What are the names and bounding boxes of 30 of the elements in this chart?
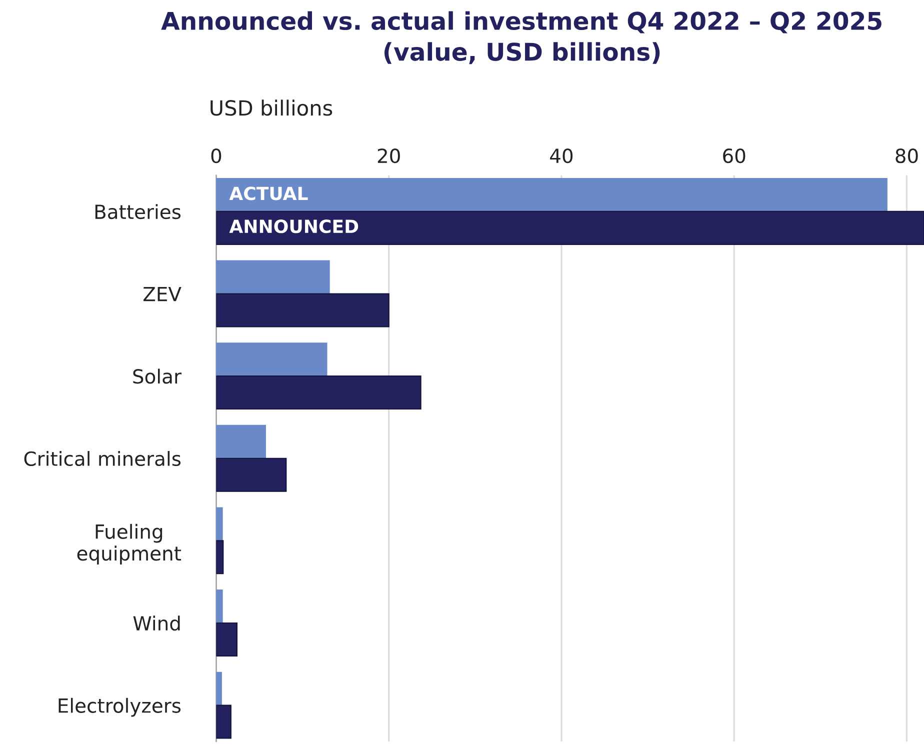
series-label: ACTUAL bbox=[229, 186, 308, 200]
y-tick-label: ZEV bbox=[143, 286, 182, 302]
bar bbox=[216, 540, 224, 574]
y-tick-label: Wind bbox=[133, 616, 180, 631]
x-tick-label: 0 bbox=[211, 148, 222, 164]
bar bbox=[216, 507, 223, 542]
y-tick-label: Solar bbox=[133, 368, 182, 384]
x-axis-title: USD billions bbox=[210, 100, 332, 116]
bar bbox=[216, 260, 330, 294]
bar bbox=[216, 672, 222, 706]
y-tick-label: Electrolyzers bbox=[58, 698, 181, 717]
bar bbox=[216, 424, 266, 459]
bar bbox=[216, 622, 238, 656]
bar bbox=[216, 590, 223, 624]
bar bbox=[216, 210, 924, 245]
x-tick-label: 80 bbox=[896, 148, 918, 164]
bar bbox=[216, 458, 287, 492]
bar bbox=[216, 293, 390, 328]
y-tick-label: Fueling equipment bbox=[77, 524, 182, 564]
x-tick-label: 20 bbox=[378, 148, 400, 164]
y-tick-label: Critical minerals bbox=[24, 451, 181, 466]
bar bbox=[216, 178, 888, 212]
bar bbox=[216, 704, 232, 739]
x-tick-label: 60 bbox=[723, 148, 746, 164]
bar bbox=[216, 342, 328, 377]
y-tick-label: Batteries bbox=[95, 204, 181, 220]
x-tick-label: 40 bbox=[550, 148, 573, 164]
chart-title: Announced vs. actual investment Q4 2022 – Q2 2025 (value, USD billions) bbox=[161, 11, 882, 64]
series-label: ANNOUNCED bbox=[229, 220, 358, 234]
bar bbox=[216, 376, 422, 410]
